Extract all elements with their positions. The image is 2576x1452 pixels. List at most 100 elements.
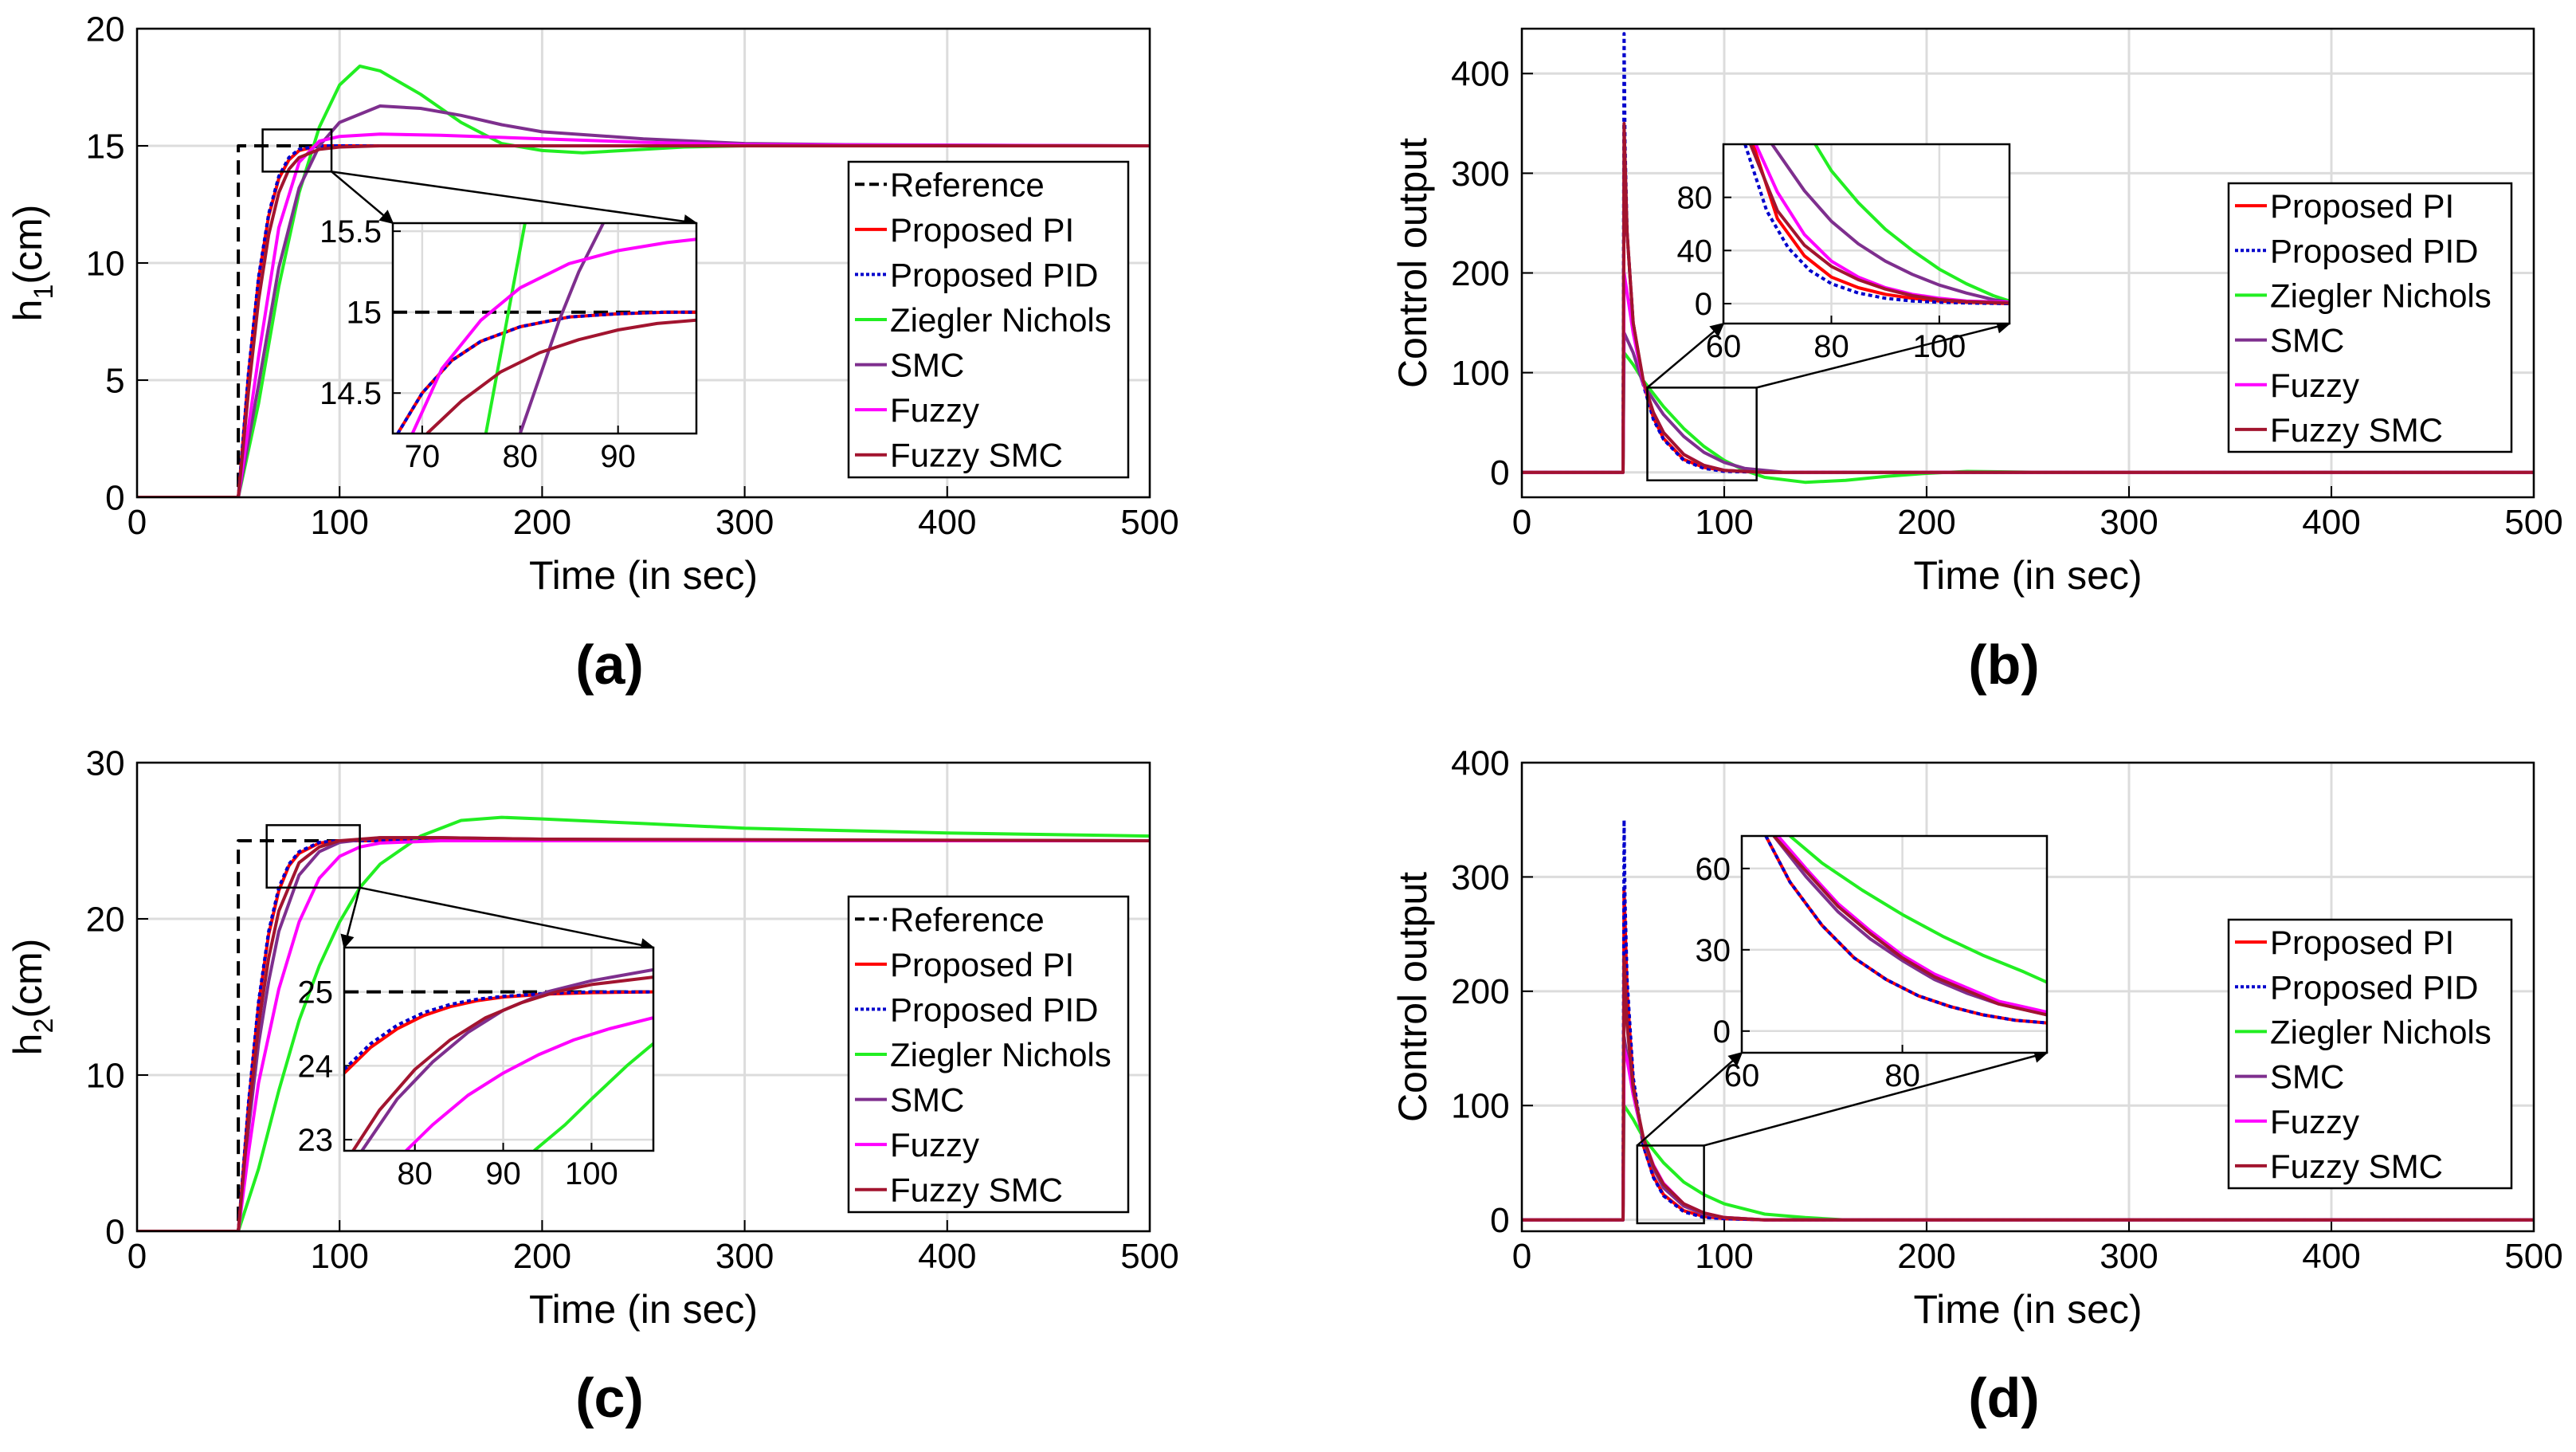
- tick-label-y-5: 5: [105, 361, 124, 400]
- inset-tick-label-x-80: 80: [1813, 329, 1849, 364]
- tick-label-x-200: 200: [513, 503, 571, 542]
- series-fuzzy-smc: [137, 144, 1150, 497]
- tick-label-y-15: 15: [86, 127, 125, 166]
- inset-tick-label-x-60: 60: [1706, 329, 1742, 364]
- tick-label-x-300: 300: [716, 503, 774, 542]
- inset-tick-label-y-23: 23: [298, 1123, 334, 1158]
- inset-frame: [391, 222, 698, 435]
- inset-tick-label-y-25: 25: [298, 975, 334, 1011]
- inset-series-smc: [1770, 144, 2009, 304]
- tick-label-x-500: 500: [2504, 1237, 2562, 1276]
- legend-label-fuzzy: Fuzzy: [2270, 367, 2359, 404]
- tick-label-y-0: 0: [105, 478, 124, 517]
- legend-label-fuzzy-smc: Fuzzy SMC: [890, 437, 1063, 474]
- inset-tick-label-y-14.5: 14.5: [320, 376, 382, 411]
- series-group: [137, 65, 1150, 497]
- inset-series-fuzzy-smc: [351, 975, 653, 1151]
- zoom-connector-left: [1646, 322, 1725, 389]
- legend-label-proposed-pi: Proposed PI: [2270, 187, 2454, 225]
- zoom-box: [265, 824, 361, 889]
- series-group: [1522, 818, 2534, 1222]
- legend-label-reference: Reference: [890, 166, 1045, 203]
- y-axis-label-main: h: [6, 300, 50, 322]
- zoom-connector-left: [1636, 1051, 1743, 1147]
- series-fuzzy-smc: [1522, 121, 2534, 474]
- inset-series-fuzzy-smc: [1772, 836, 2047, 1017]
- legend-label-reference: Reference: [890, 901, 1045, 938]
- x-axis-label: Time (in sec): [529, 1287, 758, 1332]
- x-axis-label: Time (in sec): [529, 553, 758, 598]
- inset-chart: 60 80 0 30 60: [1696, 834, 2049, 1093]
- zoom-box: [261, 128, 333, 173]
- tick-label-x-300: 300: [2100, 503, 2158, 542]
- tick-label-y-10: 10: [86, 244, 125, 283]
- zoom-connector-right: [1704, 1049, 2049, 1147]
- legend-label-proposed-pid: Proposed PID: [2270, 968, 2478, 1006]
- legend-label-proposed-pid: Proposed PID: [890, 991, 1098, 1028]
- tick-label-x-400: 400: [2302, 1237, 2360, 1276]
- tick-label-y-100: 100: [1451, 354, 1509, 393]
- x-axis-label: Time (in sec): [1913, 553, 2142, 598]
- inset-series-group: [393, 223, 696, 434]
- zoom-box: [1636, 1144, 1705, 1225]
- tick-label-y-300: 300: [1451, 155, 1509, 194]
- legend-label-fuzzy-smc: Fuzzy SMC: [2270, 411, 2443, 449]
- inset-tick-label-y-15.5: 15.5: [320, 214, 382, 249]
- legend-box: [2227, 182, 2513, 453]
- zoom-connector-left: [340, 887, 361, 949]
- tick-label-y-200: 200: [1451, 254, 1509, 293]
- legend-label-fuzzy: Fuzzy: [890, 1126, 979, 1164]
- inset-tick-label-y-30: 30: [1696, 933, 1731, 968]
- inset-series-ziegler-nichols: [533, 1042, 653, 1151]
- inset-series-ziegler-nichols: [484, 223, 527, 434]
- legend: Proposed PI Proposed PID Ziegler Nichols SM…: [2227, 182, 2513, 453]
- tick-label-y-300: 300: [1451, 858, 1509, 897]
- inset-tick-label-y-24: 24: [298, 1049, 334, 1084]
- legend: Reference Proposed PI Proposed PID Ziegler …: [847, 160, 1130, 479]
- inset-tick-label-x-80: 80: [503, 439, 539, 474]
- y-axis-label: h2(cm): [6, 939, 59, 1056]
- inset-chart: 60 80 100 0 40 80: [1677, 143, 2011, 364]
- inset-series-fuzzy: [405, 1016, 653, 1151]
- series-fuzzy: [137, 839, 1150, 1231]
- tick-label-x-500: 500: [2504, 503, 2562, 542]
- legend-label-ziegler-nichols: Ziegler Nichols: [890, 301, 1112, 339]
- tick-label-y-400: 400: [1451, 744, 1509, 783]
- zoom-connector-right: [331, 171, 698, 229]
- inset-frame: [1740, 834, 2049, 1054]
- series-group: [137, 815, 1150, 1231]
- tick-label-y-100: 100: [1451, 1087, 1509, 1126]
- zoom-connector-right: [1756, 320, 2011, 389]
- tick-label-y-20: 20: [86, 900, 125, 939]
- inset-plot-area: [1723, 144, 2009, 324]
- inset-series-group: [1743, 144, 2009, 305]
- tick-label-y-30: 30: [86, 744, 125, 783]
- tick-label-x-300: 300: [2100, 1237, 2158, 1276]
- legend-label-proposed-pid: Proposed PID: [890, 256, 1098, 293]
- series-fuzzy-smc: [137, 836, 1150, 1231]
- axes-frame: [135, 27, 1151, 499]
- inset-tick-label-x-70: 70: [405, 439, 441, 474]
- axes-frame: [135, 761, 1151, 1233]
- y-axis-label-subscript: 1: [29, 285, 59, 300]
- legend-box: [2227, 918, 2513, 1190]
- legend-label-ziegler-nichols: Ziegler Nichols: [890, 1036, 1112, 1073]
- legend-label-ziegler-nichols: Ziegler Nichols: [2270, 277, 2492, 314]
- series-ziegler-nichols: [137, 815, 1150, 1231]
- axes-frame: [1520, 761, 2535, 1233]
- zoom-box: [1646, 387, 1758, 481]
- inset-tick-label-x-90: 90: [485, 1156, 521, 1191]
- tick-label-x-200: 200: [513, 1237, 571, 1276]
- inset-tick-label-y-80: 80: [1677, 181, 1713, 216]
- tick-label-y-0: 0: [1490, 453, 1509, 493]
- inset-series-proposed-pid: [1764, 836, 2047, 1025]
- panel-caption: (c): [575, 1367, 644, 1429]
- tick-label-y-10: 10: [86, 1056, 125, 1095]
- legend: Proposed PI Proposed PID Ziegler Nichols SM…: [2227, 918, 2513, 1190]
- inset-series-ziegler-nichols: [1813, 144, 2009, 303]
- inset-series-smc: [360, 967, 653, 1151]
- inset-tick-label-x-80: 80: [1884, 1058, 1920, 1093]
- panel-caption: (b): [1968, 634, 2039, 696]
